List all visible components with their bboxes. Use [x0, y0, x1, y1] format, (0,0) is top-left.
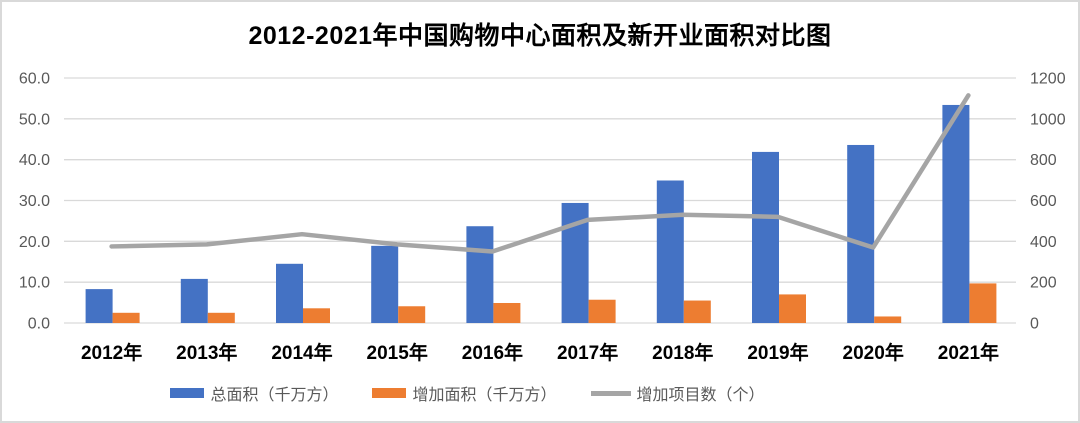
line-added-projects [109, 93, 971, 254]
bar-added-area-2018年 [683, 300, 711, 323]
bar-total-area-2013年 [180, 278, 208, 323]
y-axis-left-tick-label: 50.0 [19, 111, 50, 128]
y-axis-right-tick-label: 1000 [1030, 111, 1066, 128]
legend-label-total-area: 总面积（千万方） [210, 387, 339, 404]
bar-added-area-2021年 [969, 283, 997, 323]
legend-swatch-total-area [170, 388, 205, 398]
bar-added-area-2013年 [207, 312, 235, 323]
bar-added-area-2012年 [112, 312, 140, 323]
y-axis-left-tick-label: 10.0 [19, 275, 50, 292]
y-axis-right-tick-label: 1200 [1030, 71, 1066, 88]
bar-total-area-2018年 [656, 180, 684, 323]
legend-swatch-added-area [372, 388, 407, 398]
bar-added-area-2015年 [398, 306, 426, 323]
legend-item-added-projects: 增加项目数（个） [590, 381, 765, 405]
x-axis-category-label: 2016年 [462, 341, 523, 364]
bar-added-area-2019年 [779, 294, 806, 323]
x-axis-category-label: 2019年 [747, 341, 808, 364]
x-axis-category-label: 2017年 [557, 341, 618, 364]
bar-total-area-2014年 [276, 263, 303, 323]
legend-label-added-projects: 增加项目数（个） [636, 387, 765, 404]
y-axis-right-tick-label: 200 [1030, 275, 1057, 292]
bar-total-area-2020年 [847, 144, 875, 323]
bar-added-area-2014年 [303, 308, 330, 323]
x-axis-category-label: 2015年 [367, 341, 428, 364]
bar-added-area-2016年 [493, 302, 521, 323]
y-axis-left-tick-label: 20.0 [19, 234, 50, 251]
bar-total-area-2019年 [752, 151, 779, 323]
legend-item-total-area: 总面积（千万方） [170, 381, 338, 405]
bar-total-area-2021年 [942, 104, 970, 323]
chart-title: 2012-2021年中国购物中心面积及新开业面积对比图 [248, 22, 832, 50]
x-axis-category-label: 2021年 [938, 341, 999, 364]
y-axis-left-tick-label: 0.0 [28, 316, 50, 333]
x-axis-category-label: 2018年 [652, 341, 713, 364]
x-axis-category-label: 2012年 [81, 341, 142, 364]
y-axis-right-tick-label: 400 [1030, 234, 1057, 251]
x-axis-category-label: 2014年 [271, 341, 332, 364]
bar-added-area-2020年 [874, 316, 902, 323]
legend-item-added-area: 增加面积（千万方） [372, 381, 557, 405]
y-axis-right-tick-label: 0 [1030, 316, 1039, 333]
legend-swatch-added-projects [590, 390, 631, 396]
y-axis-right-tick-label: 600 [1030, 193, 1057, 210]
x-axis-category-label: 2020年 [843, 341, 904, 364]
bar-added-area-2017年 [588, 299, 616, 323]
x-axis-category-label: 2013年 [176, 341, 237, 364]
legend: 总面积（千万方） 增加面积（千万方） 增加项目数（个） [2, 381, 1078, 405]
y-axis-right-tick-label: 800 [1030, 152, 1057, 169]
bar-total-area-2012年 [85, 289, 113, 323]
bar-total-area-2015年 [371, 245, 399, 323]
legend-label-added-area: 增加面积（千万方） [412, 387, 557, 404]
y-axis-left-tick-label: 30.0 [19, 193, 50, 210]
y-axis-left-tick-label: 60.0 [19, 71, 50, 88]
bar-total-area-2016年 [466, 226, 494, 323]
y-axis-left-tick-label: 40.0 [19, 152, 50, 169]
